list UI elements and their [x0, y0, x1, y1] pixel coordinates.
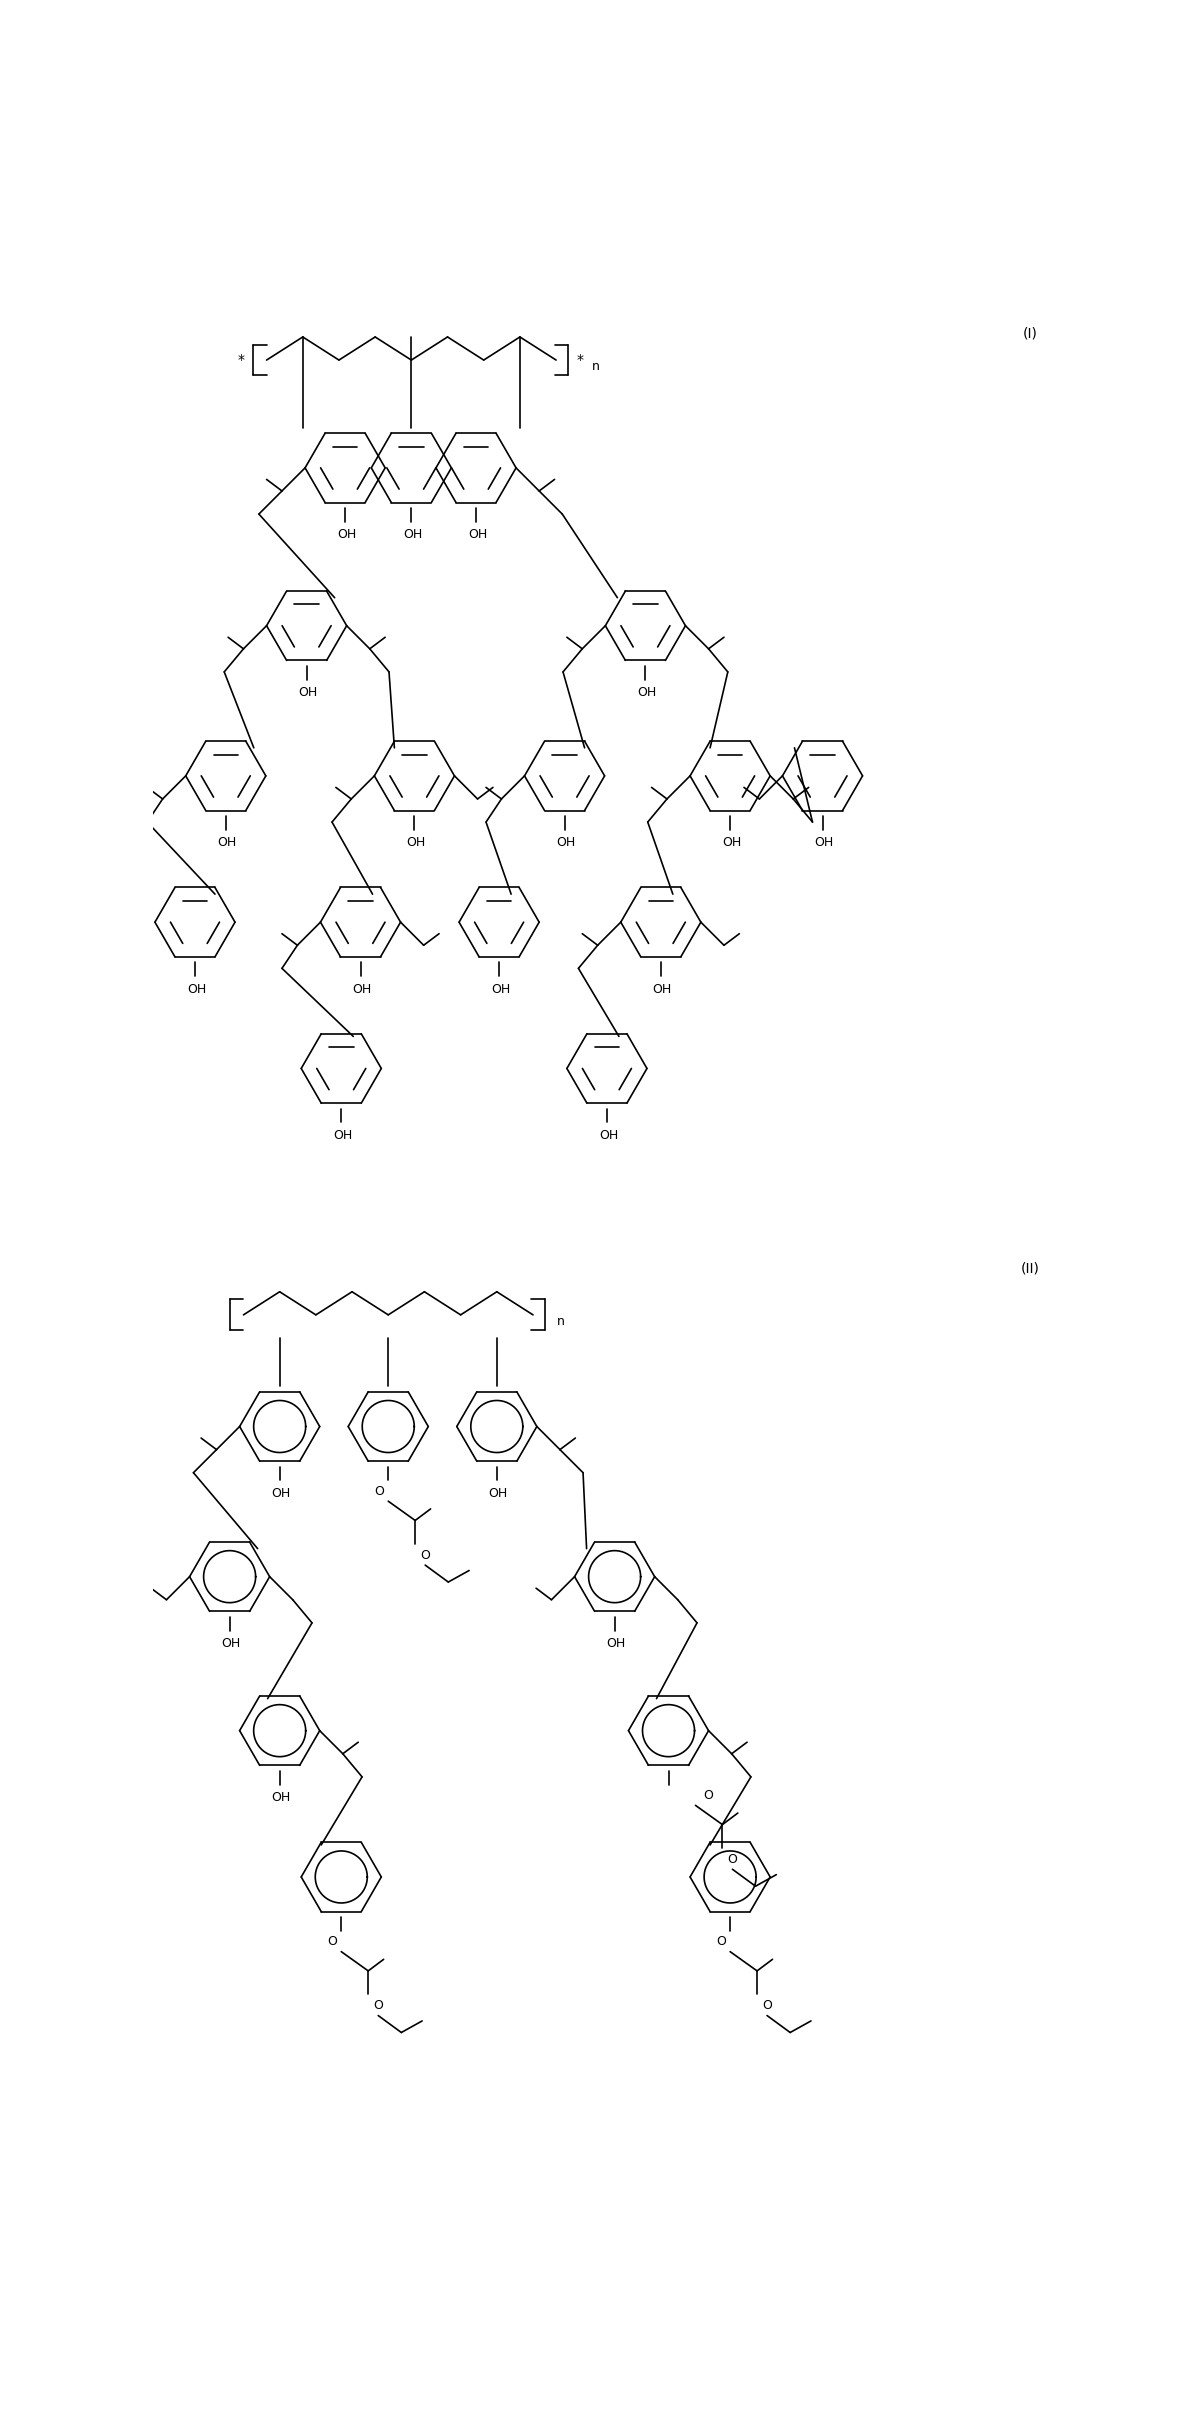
Text: O: O [716, 1936, 725, 1948]
Text: OH: OH [298, 686, 317, 700]
Text: OH: OH [652, 984, 672, 996]
Text: (II): (II) [1021, 1262, 1040, 1274]
Text: OH: OH [598, 1129, 618, 1141]
Text: OH: OH [722, 836, 741, 850]
Text: OH: OH [637, 686, 657, 700]
Text: OH: OH [352, 984, 372, 996]
Text: OH: OH [607, 1638, 626, 1650]
Text: *: * [577, 354, 583, 366]
Text: n: n [591, 359, 600, 373]
Text: OH: OH [338, 528, 357, 540]
Text: OH: OH [333, 1129, 352, 1141]
Text: O: O [704, 1788, 713, 1803]
Text: O: O [728, 1854, 737, 1866]
Text: OH: OH [272, 1791, 291, 1805]
Text: n: n [557, 1316, 565, 1328]
Text: OH: OH [221, 1638, 241, 1650]
Text: OH: OH [272, 1488, 291, 1500]
Text: OH: OH [403, 528, 423, 540]
Text: OH: OH [218, 836, 237, 850]
Text: O: O [373, 1485, 384, 1497]
Text: OH: OH [814, 836, 833, 850]
Text: (I): (I) [1023, 327, 1038, 339]
Text: OH: OH [468, 528, 487, 540]
Text: OH: OH [491, 984, 510, 996]
Text: O: O [762, 1999, 772, 2011]
Text: O: O [420, 1548, 430, 1560]
Text: OH: OH [557, 836, 576, 850]
Text: OH: OH [488, 1488, 508, 1500]
Text: OH: OH [187, 984, 206, 996]
Text: *: * [238, 354, 244, 366]
Text: O: O [373, 1999, 383, 2011]
Text: OH: OH [406, 836, 426, 850]
Text: O: O [327, 1936, 338, 1948]
